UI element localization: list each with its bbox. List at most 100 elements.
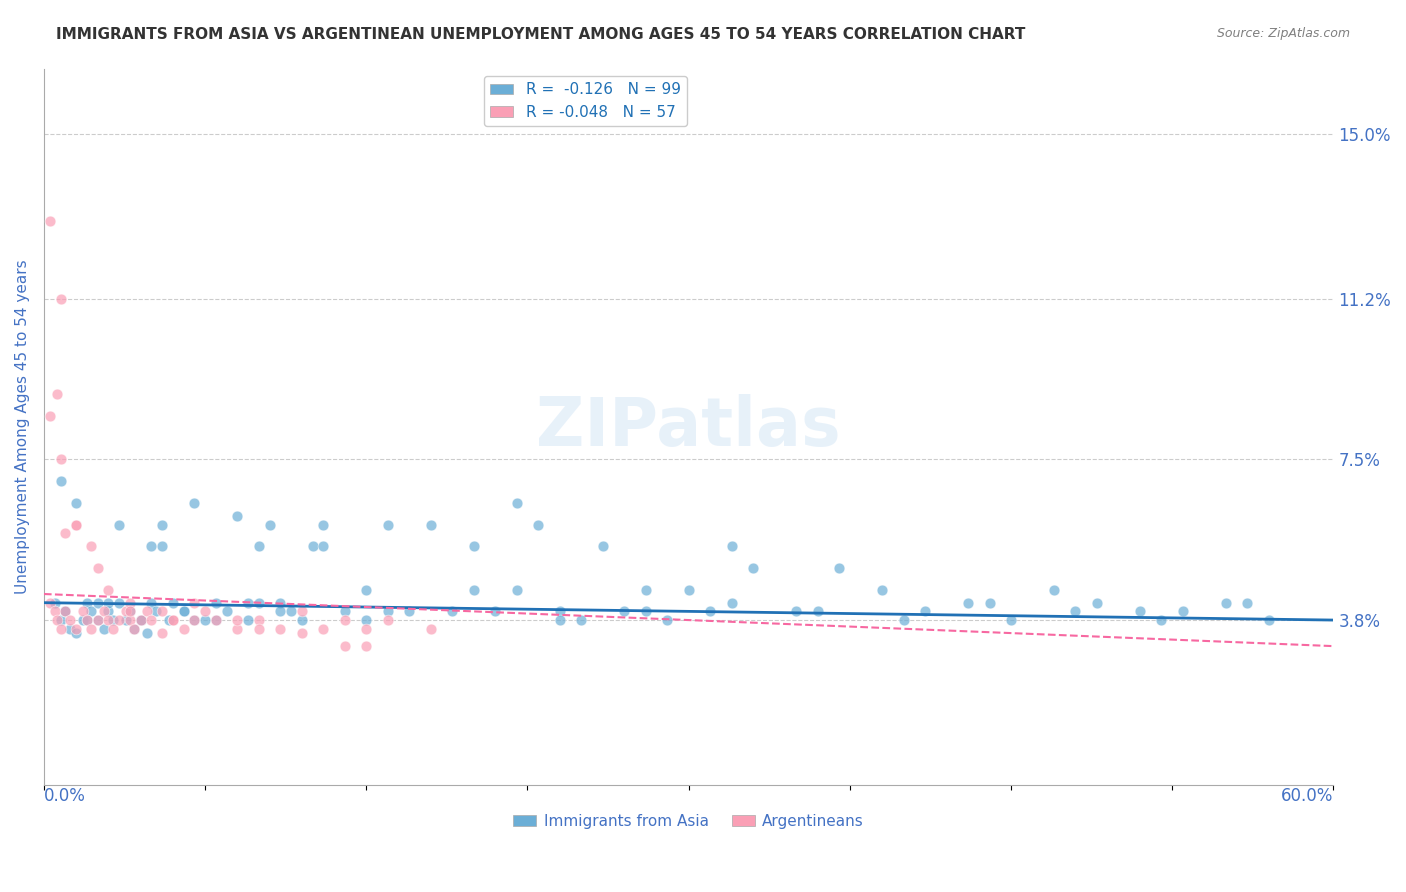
Point	[65, 517, 87, 532]
Point	[55, 604, 77, 618]
Point	[333, 604, 356, 618]
Point	[45, 387, 67, 401]
Point	[956, 596, 979, 610]
Point	[76, 613, 98, 627]
Point	[259, 517, 281, 532]
Point	[118, 604, 141, 618]
Point	[86, 596, 108, 610]
Point	[183, 613, 205, 627]
Point	[72, 604, 94, 618]
Point	[720, 539, 742, 553]
Text: IMMIGRANTS FROM ASIA VS ARGENTINEAN UNEMPLOYMENT AMONG AGES 45 TO 54 YEARS CORRE: IMMIGRANTS FROM ASIA VS ARGENTINEAN UNEM…	[56, 27, 1025, 42]
Point	[247, 622, 270, 636]
Point	[356, 582, 378, 597]
Point	[806, 604, 828, 618]
Text: 0.0%: 0.0%	[44, 787, 86, 805]
Point	[118, 604, 141, 618]
Point	[93, 622, 115, 636]
Point	[97, 613, 120, 627]
Point	[893, 613, 915, 627]
Point	[157, 613, 180, 627]
Point	[419, 517, 441, 532]
Point	[59, 613, 82, 627]
Point	[101, 613, 124, 627]
Point	[65, 626, 87, 640]
Point	[108, 613, 131, 627]
Point	[269, 596, 291, 610]
Point	[226, 622, 249, 636]
Point	[173, 622, 195, 636]
Point	[1000, 613, 1022, 627]
Point	[291, 604, 314, 618]
Point	[44, 596, 66, 610]
Point	[215, 604, 238, 618]
Point	[548, 613, 571, 627]
Point	[356, 622, 378, 636]
Point	[312, 517, 335, 532]
Point	[657, 613, 679, 627]
Point	[150, 626, 173, 640]
Point	[97, 582, 120, 597]
Point	[49, 474, 72, 488]
Point	[914, 604, 936, 618]
Point	[398, 604, 420, 618]
Point	[122, 622, 145, 636]
Point	[55, 526, 77, 541]
Point	[114, 604, 136, 618]
Point	[312, 539, 335, 553]
Point	[150, 517, 173, 532]
Point	[699, 604, 721, 618]
Point	[592, 539, 614, 553]
Point	[269, 604, 291, 618]
Point	[1171, 604, 1194, 618]
Point	[333, 639, 356, 653]
Point	[76, 596, 98, 610]
Point	[1129, 604, 1152, 618]
Point	[183, 496, 205, 510]
Point	[150, 539, 173, 553]
Point	[118, 596, 141, 610]
Point	[247, 613, 270, 627]
Point	[173, 604, 195, 618]
Point	[49, 452, 72, 467]
Point	[291, 613, 314, 627]
Point	[59, 622, 82, 636]
Point	[356, 639, 378, 653]
Point	[1064, 604, 1087, 618]
Point	[129, 613, 152, 627]
Point	[86, 613, 108, 627]
Point	[80, 604, 103, 618]
Text: 60.0%: 60.0%	[1281, 787, 1333, 805]
Point	[136, 604, 159, 618]
Point	[101, 622, 124, 636]
Point	[39, 409, 62, 423]
Point	[141, 539, 163, 553]
Point	[55, 604, 77, 618]
Point	[150, 604, 173, 618]
Point	[678, 582, 700, 597]
Point	[377, 613, 399, 627]
Point	[49, 613, 72, 627]
Point	[205, 596, 228, 610]
Point	[86, 613, 108, 627]
Point	[484, 604, 506, 618]
Point	[236, 596, 259, 610]
Point	[1150, 613, 1173, 627]
Point	[49, 292, 72, 306]
Point	[870, 582, 893, 597]
Point	[785, 604, 807, 618]
Point	[39, 596, 62, 610]
Point	[463, 582, 485, 597]
Point	[356, 613, 378, 627]
Point	[49, 622, 72, 636]
Point	[506, 496, 529, 510]
Point	[1236, 596, 1258, 610]
Point	[205, 613, 228, 627]
Point	[129, 613, 152, 627]
Point	[613, 604, 636, 618]
Point	[162, 613, 184, 627]
Point	[173, 604, 195, 618]
Point	[548, 604, 571, 618]
Point	[280, 604, 302, 618]
Point	[1085, 596, 1108, 610]
